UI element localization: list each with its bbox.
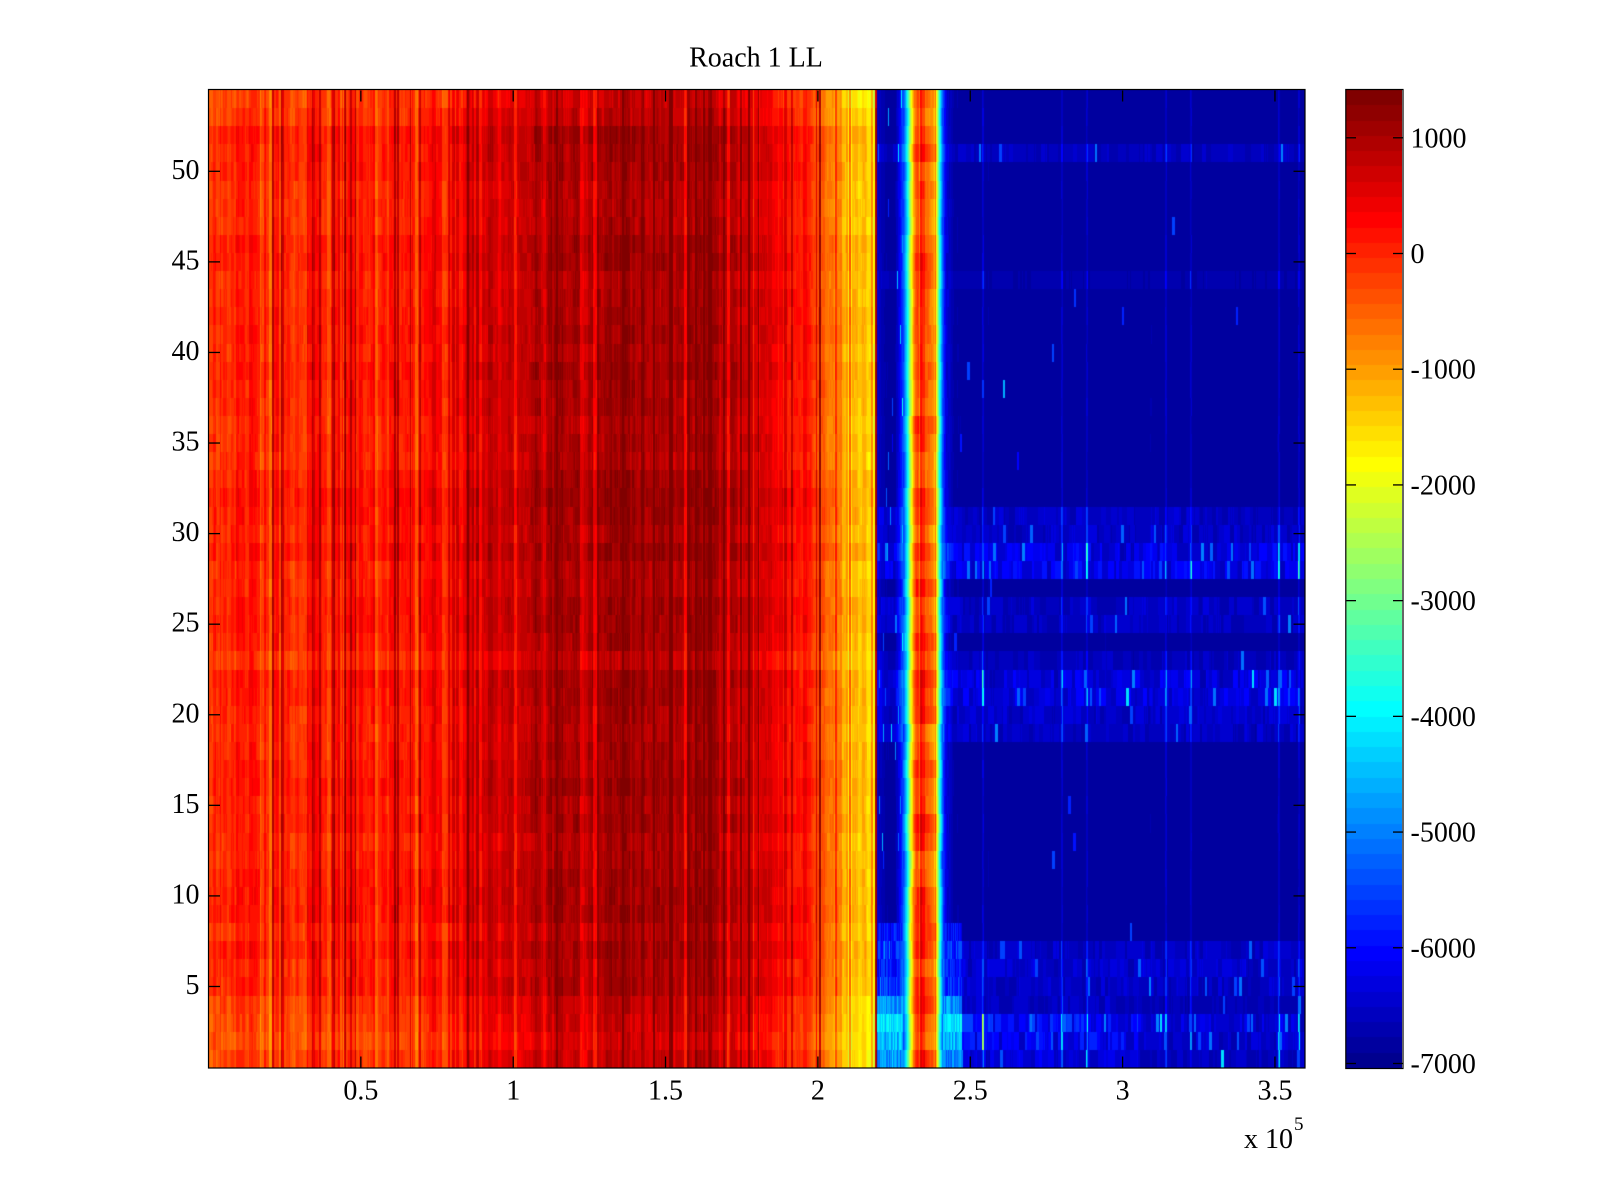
svg-text:0: 0 xyxy=(1411,239,1425,270)
svg-text:1000: 1000 xyxy=(1411,123,1467,154)
svg-text:45: 45 xyxy=(172,245,200,276)
svg-text:Roach 1 LL: Roach 1 LL xyxy=(689,43,823,74)
svg-text:3: 3 xyxy=(1116,1076,1130,1107)
svg-text:x 10: x 10 xyxy=(1244,1124,1293,1155)
svg-text:-2000: -2000 xyxy=(1411,470,1476,501)
svg-text:3.5: 3.5 xyxy=(1257,1076,1292,1107)
svg-text:10: 10 xyxy=(172,879,200,910)
svg-text:15: 15 xyxy=(172,789,200,820)
svg-text:-4000: -4000 xyxy=(1411,702,1476,733)
svg-text:1.5: 1.5 xyxy=(648,1076,683,1107)
svg-text:-5000: -5000 xyxy=(1411,818,1476,849)
svg-text:50: 50 xyxy=(172,155,200,186)
svg-text:5: 5 xyxy=(1294,1114,1304,1135)
svg-text:2.5: 2.5 xyxy=(953,1076,988,1107)
svg-text:25: 25 xyxy=(172,608,200,639)
svg-text:-3000: -3000 xyxy=(1411,586,1476,617)
svg-text:20: 20 xyxy=(172,698,200,729)
svg-text:-7000: -7000 xyxy=(1411,1049,1476,1080)
svg-text:-1000: -1000 xyxy=(1411,355,1476,386)
svg-text:5: 5 xyxy=(186,970,200,1001)
svg-text:1: 1 xyxy=(506,1076,520,1107)
svg-text:0.5: 0.5 xyxy=(343,1076,378,1107)
svg-text:2: 2 xyxy=(811,1076,825,1107)
svg-text:35: 35 xyxy=(172,427,200,458)
svg-text:30: 30 xyxy=(172,517,200,548)
svg-text:40: 40 xyxy=(172,336,200,367)
svg-text:-6000: -6000 xyxy=(1411,933,1476,964)
